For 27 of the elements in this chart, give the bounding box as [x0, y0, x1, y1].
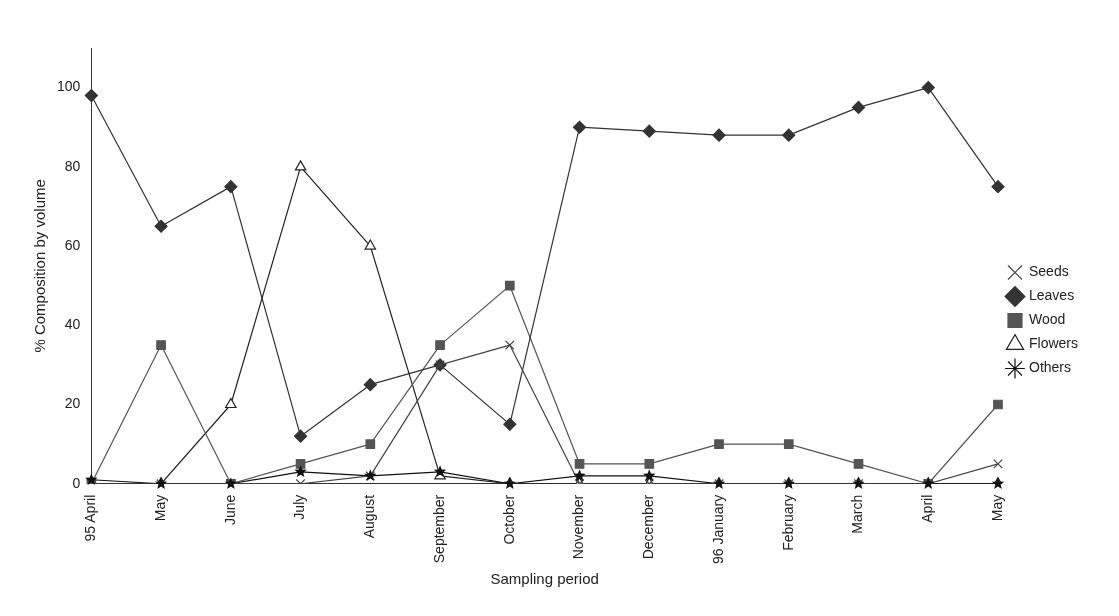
- x-tick-label: August: [361, 494, 378, 539]
- legend-label: Seeds: [1028, 263, 1069, 280]
- x-axis-title: Sampling period: [490, 570, 599, 588]
- y-tick-label: 40: [64, 316, 81, 333]
- x-tick-label: May: [988, 494, 1005, 522]
- x-tick-label: September: [430, 494, 447, 564]
- x-tick-label: October: [500, 494, 517, 545]
- x-tick-label: November: [570, 494, 587, 560]
- y-tick-label: 0: [72, 474, 81, 491]
- x-tick-label: April: [919, 494, 936, 523]
- x-tick-label: July: [291, 494, 308, 520]
- x-tick-label: 96 January: [709, 494, 726, 565]
- legend-label: Others: [1028, 359, 1072, 376]
- legend-label: Flowers: [1028, 335, 1079, 352]
- x-tick-label: December: [640, 494, 657, 560]
- y-tick-label: 60: [64, 236, 81, 253]
- x-tick-label: 95 April: [82, 494, 99, 542]
- y-tick-label: 80: [64, 157, 81, 174]
- y-tick-label: 100: [57, 78, 81, 95]
- x-tick-label: May: [151, 494, 168, 522]
- x-tick-label: February: [779, 494, 796, 551]
- y-axis-title: % Composition by volume: [31, 179, 49, 353]
- x-tick-label: March: [849, 494, 866, 534]
- legend-label: Wood: [1028, 311, 1066, 328]
- legend-label: Leaves: [1028, 287, 1075, 304]
- y-tick-label: 20: [64, 395, 81, 412]
- x-tick-label: June: [221, 494, 238, 526]
